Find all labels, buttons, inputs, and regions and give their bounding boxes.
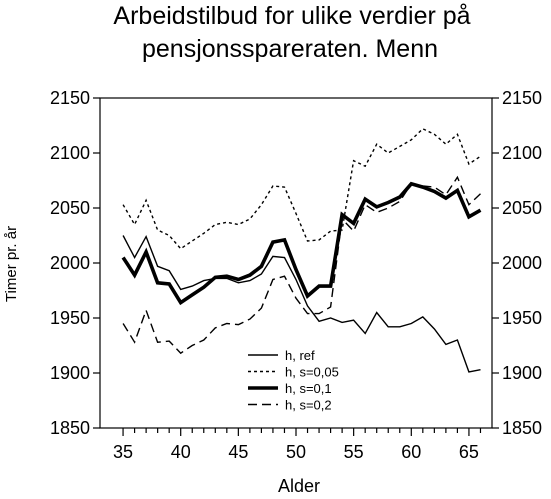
y-tick-label-left: 1850 (50, 418, 90, 438)
y-tick-label-left: 2000 (50, 253, 90, 273)
chart-title-line-2: pensjonsspareraten. Menn (142, 35, 438, 63)
x-tick-label: 35 (113, 442, 133, 462)
y-tick-label-right: 1900 (502, 363, 542, 383)
series-line-3 (122, 175, 481, 355)
y-tick-label-right: 1850 (502, 418, 542, 438)
series-line-0 (122, 234, 481, 373)
series-line-1 (122, 127, 481, 250)
x-tick-label: 45 (228, 442, 248, 462)
y-tick-label-right: 2150 (502, 88, 542, 108)
y-tick-label-left: 1900 (50, 363, 90, 383)
y-tick-label-right: 2050 (502, 198, 542, 218)
ticks-layer: 1850 1850 1900 1900 1950 1950 2000 2000 2050 2050… (50, 88, 542, 462)
y-tick-label-right: 1950 (502, 308, 542, 328)
x-axis-label: Alder (278, 476, 320, 496)
legend-label-0: h, ref (285, 348, 315, 363)
legend-label-3: h, s=0,2 (285, 398, 332, 413)
x-tick-label: 40 (171, 442, 191, 462)
y-tick-label-right: 2100 (502, 143, 542, 163)
y-tick-label-left: 2050 (50, 198, 90, 218)
y-tick-label-left: 2100 (50, 143, 90, 163)
series-line-2 (121, 181, 482, 306)
x-tick-label: 60 (401, 442, 421, 462)
series-layer (121, 127, 482, 373)
y-tick-label-left: 2150 (50, 88, 90, 108)
x-tick-label: 50 (286, 442, 306, 462)
chart-title-line-1: Arbeidstilbud for ulike verdier på (113, 2, 470, 30)
legend: h, ref h, s=0,05h, s=0,1 h, s=0,2 (248, 348, 339, 413)
legend-label-1: h, s=0,05 (285, 365, 339, 380)
x-tick-label: 55 (344, 442, 364, 462)
y-tick-label-left: 1950 (50, 308, 90, 328)
y-tick-label-right: 2000 (502, 253, 542, 273)
legend-label-2: h, s=0,1 (285, 381, 332, 396)
x-tick-label: 65 (459, 442, 479, 462)
y-axis-label: Timer pr. år (3, 226, 20, 302)
